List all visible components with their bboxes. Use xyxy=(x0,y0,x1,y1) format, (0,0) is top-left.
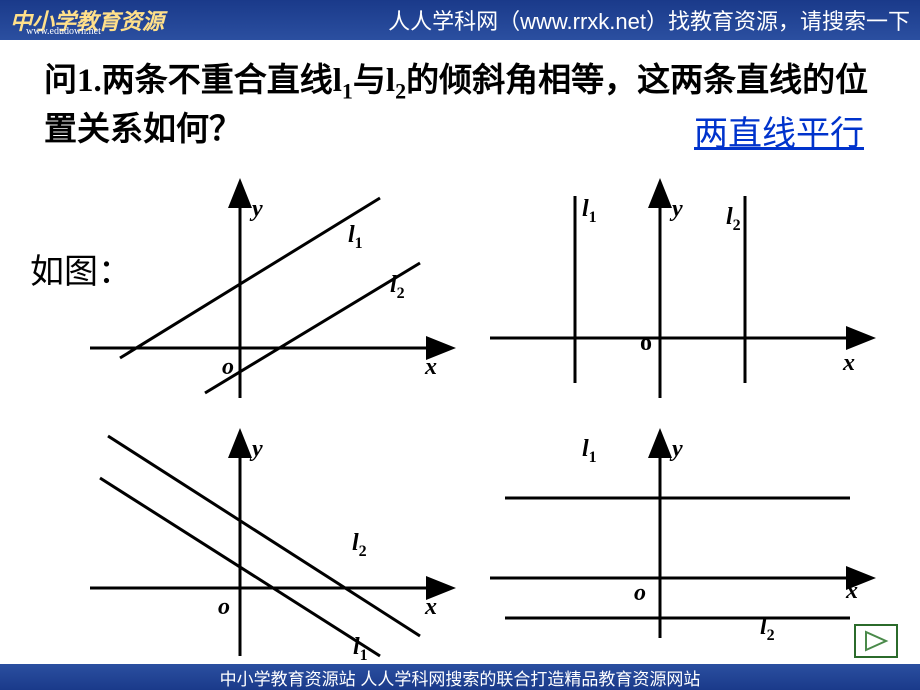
p2-l1-label: l1 xyxy=(582,196,597,227)
panel-bottom-left xyxy=(90,434,450,656)
p4-y-label: y xyxy=(672,436,683,463)
p3-l2-label: l2 xyxy=(352,530,367,561)
brand-url: www.edudown.net xyxy=(26,26,101,37)
p1-l2-label: l2 xyxy=(390,272,405,303)
p3-y-label: y xyxy=(252,436,263,463)
p4-l1-label: l1 xyxy=(582,436,597,467)
p2-l2-label: l2 xyxy=(726,204,741,235)
p2-x-label: x xyxy=(843,350,855,377)
q-sub1: 1 xyxy=(342,79,353,104)
header-bar: 中小学教育资源 www.edudown.net 人人学科网（www.rrxk.n… xyxy=(0,0,920,40)
p4-o-label: o xyxy=(634,580,646,607)
p1-l1-label: l1 xyxy=(348,222,363,253)
diagram-container: y x o l1 l2 y x o l1 l2 y x o l1 l2 y x … xyxy=(0,178,920,648)
q-prefix: 问1.两条不重合直线l xyxy=(44,63,342,99)
p1-x-label: x xyxy=(425,354,437,381)
panel-bottom-right xyxy=(490,434,870,638)
p1-o-label: o xyxy=(222,354,234,381)
p4-l2-label: l2 xyxy=(760,614,775,645)
p2-o-label: o xyxy=(640,330,652,357)
header-right-text: 人人学科网（www.rrxk.net）找教育资源，请搜索一下 xyxy=(388,4,910,36)
p4-x-label: x xyxy=(846,578,858,605)
p3-x-label: x xyxy=(425,594,437,621)
answer-text: 两直线平行 xyxy=(694,106,864,155)
q-sub2: 2 xyxy=(395,79,406,104)
p3-o-label: o xyxy=(218,594,230,621)
p2-y-label: y xyxy=(672,196,683,223)
footer-bar: 中小学教育资源站 人人学科网搜索的联合打造精品教育资源网站 xyxy=(0,664,920,690)
footer-text: 中小学教育资源站 人人学科网搜索的联合打造精品教育资源网站 xyxy=(220,665,701,690)
p3-l1-label: l1 xyxy=(353,634,368,665)
play-icon xyxy=(862,630,890,652)
diagrams-svg xyxy=(0,178,920,658)
next-button[interactable] xyxy=(854,624,898,658)
p1-y-label: y xyxy=(252,196,263,223)
q-mid: 与l xyxy=(353,63,395,99)
